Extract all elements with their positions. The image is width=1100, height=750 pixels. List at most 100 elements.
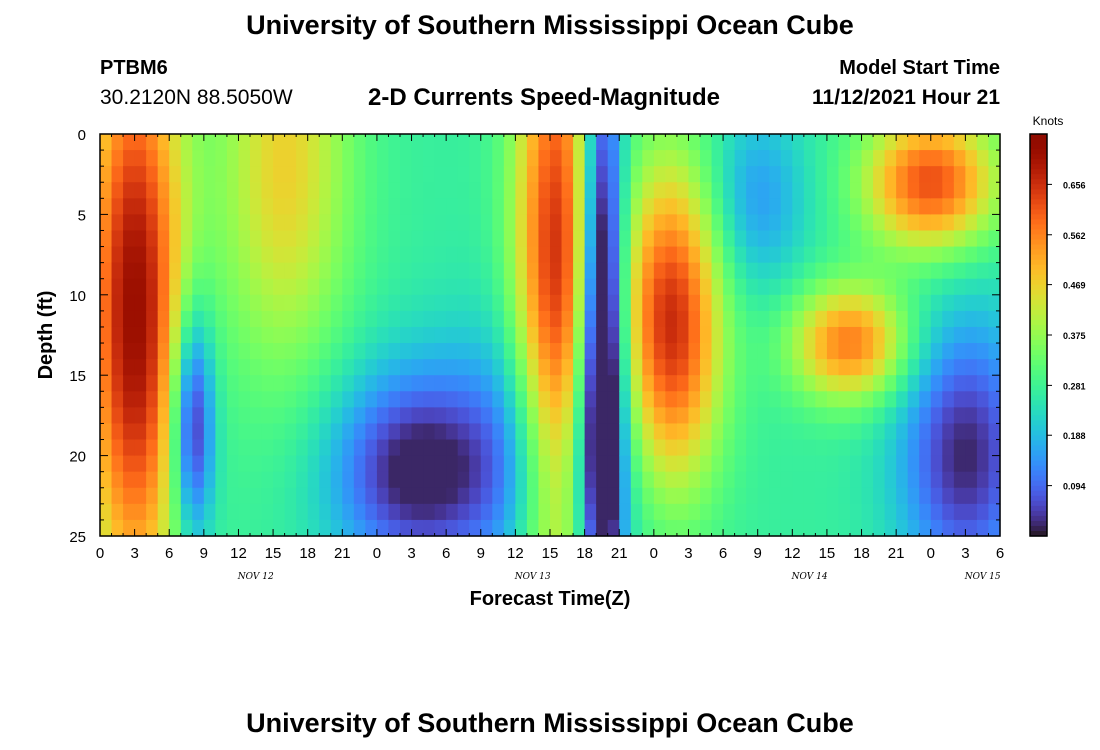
heatmap-cell (850, 150, 863, 167)
heatmap-cell (711, 503, 724, 521)
heatmap-cell (319, 134, 332, 151)
heatmap-cell (284, 262, 297, 280)
heatmap-cell (515, 166, 528, 183)
heatmap-cell (388, 471, 401, 489)
heatmap-cell (630, 343, 643, 360)
heatmap-cell (423, 503, 436, 521)
heatmap-cell (226, 166, 240, 183)
heatmap-cell (250, 230, 263, 248)
heatmap-cell (896, 391, 909, 408)
heatmap-cell (353, 246, 366, 264)
heatmap-cell (850, 262, 863, 280)
heatmap-cell (619, 246, 632, 264)
heatmap-cell (319, 310, 332, 328)
heatmap-cell (573, 519, 586, 537)
heatmap-cell (642, 198, 655, 215)
heatmap-cell (400, 230, 413, 248)
heatmap-cell (353, 487, 366, 505)
heatmap-cell (353, 375, 366, 392)
heatmap-cell (884, 310, 897, 328)
heatmap-cell (469, 487, 482, 505)
heatmap-cell (723, 278, 736, 296)
heatmap-cell (400, 423, 413, 441)
heatmap-cell (226, 246, 240, 264)
heatmap-cell (792, 519, 805, 537)
heatmap-cell (526, 150, 540, 167)
heatmap-cell (596, 294, 609, 312)
heatmap-cell (884, 214, 897, 232)
heatmap-cell (642, 439, 655, 457)
heatmap-cell (388, 294, 401, 312)
y-tick-label: 0 (78, 127, 86, 144)
heatmap-cell (203, 278, 216, 296)
heatmap-cell (169, 310, 182, 328)
heatmap-cell (676, 214, 690, 232)
heatmap-cell (100, 487, 113, 505)
heatmap-cell (896, 439, 909, 457)
heatmap-cell (226, 519, 240, 537)
heatmap-cell (296, 343, 309, 360)
heatmap-cell (296, 519, 309, 537)
heatmap-cell (353, 439, 366, 457)
heatmap-cell (169, 407, 182, 425)
heatmap-cell (930, 439, 943, 457)
heatmap-cell (180, 407, 193, 425)
heatmap-cell (780, 246, 793, 264)
heatmap-cell (250, 198, 263, 215)
heatmap-cell (653, 487, 666, 505)
heatmap-cell (896, 294, 909, 312)
heatmap-cell (146, 487, 159, 505)
heatmap-cell (723, 423, 736, 441)
heatmap-cell (584, 278, 597, 296)
heatmap-cell (884, 278, 897, 296)
colorbar-segment (1030, 204, 1047, 210)
heatmap-cell (861, 214, 874, 232)
heatmap-cell (573, 278, 586, 296)
heatmap-cell (976, 423, 990, 441)
station-id: PTBM6 (100, 57, 168, 79)
heatmap-cell (907, 278, 920, 296)
heatmap-cell (503, 326, 516, 344)
heatmap-cell (792, 343, 805, 360)
heatmap-cell (746, 519, 759, 537)
colorbar-segment (1030, 219, 1047, 226)
heatmap-cell (896, 150, 909, 167)
heatmap-cell (700, 262, 713, 280)
heatmap-cell (365, 519, 378, 537)
heatmap-cell (676, 455, 690, 473)
heatmap-cell (180, 375, 193, 392)
heatmap-cell (873, 503, 886, 521)
heatmap-cell (850, 487, 863, 505)
heatmap-cell (873, 214, 886, 232)
heatmap-cell (215, 166, 228, 183)
heatmap-cell (653, 519, 666, 537)
heatmap-cell (711, 471, 724, 489)
heatmap-cell (492, 166, 505, 183)
colorbar-segment (1030, 475, 1047, 482)
heatmap-cell (757, 198, 770, 215)
heatmap-cell (330, 519, 343, 537)
heatmap-cell (157, 278, 170, 296)
heatmap-cell (503, 310, 516, 328)
heatmap-cell (873, 262, 886, 280)
heatmap-cell (850, 134, 863, 151)
heatmap-cell (988, 310, 1001, 328)
heatmap-cell (930, 294, 943, 312)
heatmap-cell (757, 423, 770, 441)
heatmap-cell (515, 375, 528, 392)
heatmap-cell (826, 230, 840, 248)
heatmap-cell (838, 391, 851, 408)
heatmap-cell (965, 150, 978, 167)
heatmap-cell (388, 391, 401, 408)
heatmap-cell (838, 182, 851, 199)
heatmap-cell (573, 407, 586, 425)
heatmap-cell (538, 471, 551, 489)
heatmap-cell (873, 519, 886, 537)
colorbar-tick-label: 0.375 (1063, 331, 1086, 341)
heatmap-cell (757, 166, 770, 183)
heatmap-cell (561, 166, 574, 183)
heatmap-cell (400, 134, 413, 151)
heatmap-cell (434, 455, 447, 473)
heatmap-cell (203, 310, 216, 328)
heatmap-cell (261, 150, 274, 167)
